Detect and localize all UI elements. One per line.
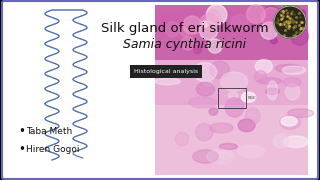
Ellipse shape xyxy=(241,92,256,102)
Circle shape xyxy=(231,14,248,32)
Ellipse shape xyxy=(210,61,229,78)
Text: Histological analysis: Histological analysis xyxy=(134,69,198,74)
Text: •: • xyxy=(18,125,25,138)
Bar xyxy=(155,13,308,31)
Circle shape xyxy=(200,14,219,32)
Ellipse shape xyxy=(209,108,218,115)
Ellipse shape xyxy=(210,123,233,133)
Ellipse shape xyxy=(196,82,214,96)
Ellipse shape xyxy=(282,66,306,74)
Ellipse shape xyxy=(281,116,297,126)
Ellipse shape xyxy=(189,97,217,108)
Ellipse shape xyxy=(204,80,212,86)
Circle shape xyxy=(247,5,265,23)
Circle shape xyxy=(206,4,227,25)
Bar xyxy=(155,5,308,60)
Circle shape xyxy=(274,6,306,38)
Ellipse shape xyxy=(220,72,248,91)
Ellipse shape xyxy=(238,119,255,132)
Text: SGC: SGC xyxy=(248,96,257,100)
Ellipse shape xyxy=(225,98,244,117)
Bar xyxy=(155,105,308,175)
Ellipse shape xyxy=(193,63,217,81)
Ellipse shape xyxy=(288,109,314,118)
Circle shape xyxy=(202,21,208,27)
Ellipse shape xyxy=(193,150,218,163)
Text: Samia cynthia ricini: Samia cynthia ricini xyxy=(124,38,247,51)
Text: Taba Meth: Taba Meth xyxy=(26,127,72,136)
Circle shape xyxy=(180,28,189,37)
Circle shape xyxy=(199,21,218,40)
Ellipse shape xyxy=(207,149,235,164)
Circle shape xyxy=(165,22,180,37)
Circle shape xyxy=(181,37,195,50)
Ellipse shape xyxy=(196,123,213,141)
Ellipse shape xyxy=(274,134,289,148)
Circle shape xyxy=(261,8,281,27)
Bar xyxy=(218,88,246,108)
Circle shape xyxy=(194,46,202,53)
Circle shape xyxy=(260,22,278,39)
Ellipse shape xyxy=(285,84,300,100)
Bar xyxy=(155,60,308,105)
Ellipse shape xyxy=(255,59,272,73)
Ellipse shape xyxy=(219,143,237,149)
Ellipse shape xyxy=(228,92,238,99)
Circle shape xyxy=(208,39,222,53)
Ellipse shape xyxy=(254,71,267,83)
Ellipse shape xyxy=(218,152,232,159)
Text: Silk gland of eri silkworm: Silk gland of eri silkworm xyxy=(101,22,269,35)
Ellipse shape xyxy=(238,145,265,157)
Text: Hiren Gogoi: Hiren Gogoi xyxy=(26,145,79,154)
Ellipse shape xyxy=(268,81,278,100)
Circle shape xyxy=(291,27,309,45)
Ellipse shape xyxy=(258,78,282,84)
Circle shape xyxy=(270,37,277,44)
Ellipse shape xyxy=(280,115,300,129)
Circle shape xyxy=(206,10,221,25)
Bar xyxy=(155,5,308,175)
Ellipse shape xyxy=(275,64,302,72)
Ellipse shape xyxy=(283,78,301,87)
Circle shape xyxy=(286,17,294,26)
FancyBboxPatch shape xyxy=(2,1,318,179)
Ellipse shape xyxy=(245,108,260,125)
Bar xyxy=(130,65,202,78)
Ellipse shape xyxy=(266,88,279,95)
Ellipse shape xyxy=(155,78,180,85)
Circle shape xyxy=(299,10,306,16)
Text: •: • xyxy=(18,143,25,156)
Circle shape xyxy=(262,6,281,25)
Circle shape xyxy=(183,16,201,34)
Ellipse shape xyxy=(175,132,189,146)
Ellipse shape xyxy=(284,136,308,148)
